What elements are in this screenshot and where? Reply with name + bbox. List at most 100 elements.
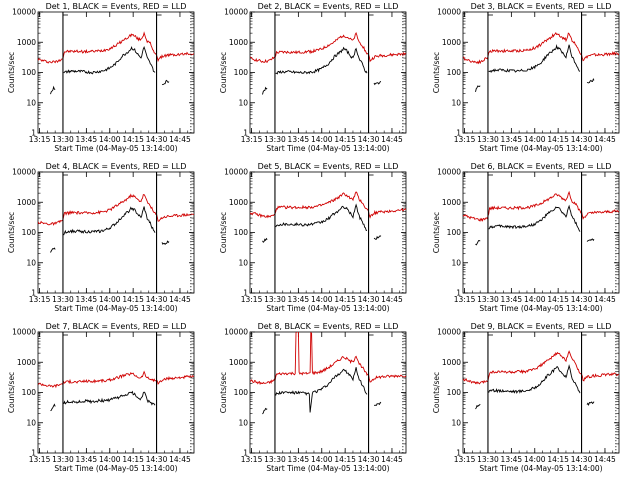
x-tick-label: 14:00 [311,455,333,464]
y-tick-label: 1000 [17,38,36,47]
y-tick-label: 100 [234,388,249,397]
x-tick-label: 13:30 [52,135,74,144]
x-tick-label: 13:30 [264,455,286,464]
x-tick-label: 14:45 [169,455,191,464]
detector-panel-6: Det 6, BLACK = Events, RED = LLD 1 10 100 10… [432,162,620,313]
detector-panel-9: Det 9, BLACK = Events, RED = LLD 1 10 100 10… [432,322,620,473]
lld-series-line [463,32,619,65]
lld-series-line [38,31,194,64]
x-tick-label: 14:15 [122,295,144,304]
x-tick-label: 14:30 [571,135,593,144]
x-tick-label: 13:15 [241,295,263,304]
x-tick-label: 13:15 [454,455,476,464]
y-tick-label: 10 [26,98,36,107]
y-tick-label: 100 [22,228,37,237]
plot-frame [462,11,620,134]
x-tick-label: 14:00 [99,135,121,144]
y-tick-label: 1 [456,449,461,458]
y-axis-label: Counts/sec [432,372,441,413]
x-tick-label: 13:45 [501,455,523,464]
y-tick-label: 10000 [12,328,36,337]
x-tick-label: 14:30 [146,295,168,304]
y-tick-label: 10000 [224,168,248,177]
y-tick-label: 10000 [437,328,461,337]
detector-panel-4: Det 4, BLACK = Events, RED = LLD 1 10 100 10… [7,162,195,313]
lld-series-line [250,31,406,63]
detector-panel-1: Det 1, BLACK = Events, RED = LLD 1 10 100 10… [7,2,195,153]
panel-title: Det 1, BLACK = Events, RED = LLD [46,2,187,11]
x-axis-label: Start Time (04-May-05 13:14:00) [266,464,389,473]
x-axis-label: Start Time (04-May-05 13:14:00) [266,144,389,153]
x-tick-label: 13:30 [264,135,286,144]
panel-title: Det 5, BLACK = Events, RED = LLD [258,162,399,171]
x-tick-label: 13:45 [288,135,310,144]
y-tick-label: 10 [238,98,248,107]
x-tick-label: 14:30 [358,455,380,464]
y-tick-label: 10 [238,418,248,427]
x-tick-label: 14:00 [524,455,546,464]
plot-frame [462,331,620,454]
x-tick-label: 13:15 [29,295,51,304]
x-axis-label: Start Time (04-May-05 13:14:00) [479,144,602,153]
plot-frame [249,11,407,134]
y-axis-label: Counts/sec [219,52,228,93]
x-tick-label: 14:45 [169,135,191,144]
plot-frame [249,331,407,454]
x-tick-label: 13:30 [477,455,499,464]
y-axis-label: Counts/sec [219,372,228,413]
x-tick-label: 14:30 [571,455,593,464]
y-tick-label: 1 [31,129,36,138]
x-tick-label: 13:45 [501,135,523,144]
x-tick-label: 14:00 [311,135,333,144]
y-tick-label: 1 [31,289,36,298]
events-series-line [475,204,595,246]
y-tick-label: 10000 [437,8,461,17]
x-tick-label: 14:00 [99,455,121,464]
x-tick-label: 13:30 [52,295,74,304]
y-tick-label: 10000 [437,168,461,177]
x-tick-label: 13:15 [454,295,476,304]
plot-frame [249,171,407,294]
y-tick-label: 10 [238,258,248,267]
plot-frame [37,331,195,454]
y-tick-label: 1000 [229,198,248,207]
y-tick-label: 100 [22,68,37,77]
y-tick-label: 100 [447,388,462,397]
y-tick-label: 1000 [442,198,461,207]
y-tick-label: 10000 [224,8,248,17]
y-tick-label: 1000 [442,358,461,367]
y-tick-label: 1000 [442,38,461,47]
detector-panel-8: Det 8, BLACK = Events, RED = LLD 1 10 100 10… [219,322,407,473]
y-tick-label: 1000 [229,38,248,47]
x-tick-label: 14:45 [381,455,403,464]
y-tick-label: 1 [456,289,461,298]
y-tick-label: 10000 [12,168,36,177]
x-tick-label: 14:15 [334,135,356,144]
x-tick-label: 14:15 [547,295,569,304]
y-tick-label: 10 [26,258,36,267]
x-tick-label: 13:45 [76,135,98,144]
panel-title: Det 8, BLACK = Events, RED = LLD [258,322,399,331]
plot-frame [462,171,620,294]
y-tick-label: 100 [234,68,249,77]
x-tick-label: 13:30 [264,295,286,304]
y-tick-label: 10000 [12,8,36,17]
detector-panel-5: Det 5, BLACK = Events, RED = LLD 1 10 100 10… [219,162,407,313]
x-tick-label: 13:30 [52,455,74,464]
y-tick-label: 100 [447,68,462,77]
x-tick-label: 13:15 [454,135,476,144]
panel-title: Det 3, BLACK = Events, RED = LLD [471,2,612,11]
x-tick-label: 14:30 [358,295,380,304]
x-tick-label: 13:45 [76,295,98,304]
y-tick-label: 10 [451,98,461,107]
y-tick-label: 100 [234,228,249,237]
x-tick-label: 13:45 [501,295,523,304]
lld-series-line [250,191,406,219]
x-tick-label: 13:30 [477,135,499,144]
x-tick-label: 14:45 [381,295,403,304]
plot-frame [37,11,195,134]
x-tick-label: 13:45 [76,455,98,464]
y-tick-label: 1000 [17,358,36,367]
x-tick-label: 14:15 [547,455,569,464]
